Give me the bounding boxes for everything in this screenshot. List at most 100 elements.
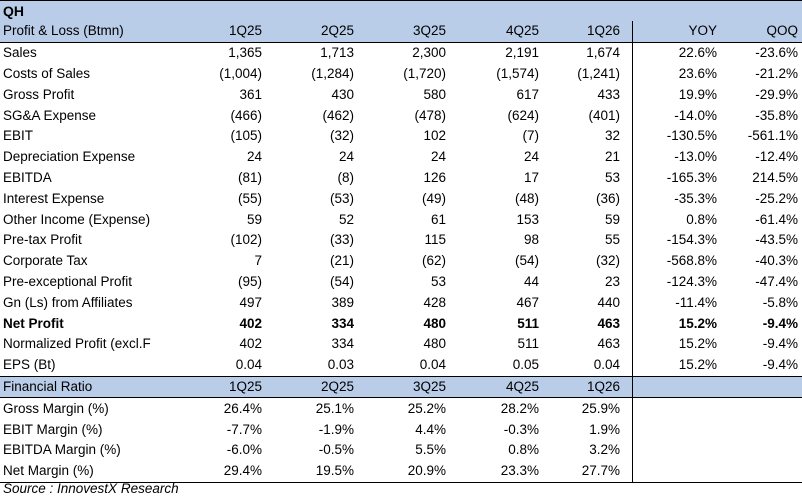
ratio-value: -0.3% — [503, 421, 539, 437]
row-value: (55) — [237, 190, 262, 206]
ratio-value: 20.9% — [358, 460, 450, 483]
table-row: Normalized Profit (excl.F 402 334 480 511 463… — [0, 333, 802, 355]
row-value: 1,365 — [228, 45, 262, 61]
header-row: Profit & Loss (Btmn) 1Q25 2Q25 3Q25 4Q25… — [0, 21, 802, 43]
ratio-row: Gross Margin (%) 26.4% 25.1% 25.2% 28.2% 25.9… — [0, 397, 802, 420]
ratio-value: 25.2% — [407, 400, 446, 416]
table-row: Other Income (Expense) 59 52 61 153 59 0.8% -61… — [0, 209, 802, 230]
row-value: 0.03 — [327, 357, 354, 373]
row-value: (462) — [322, 107, 354, 123]
table-body: QH Profit & Loss (Btmn) 1Q25 2Q25 3Q25 4… — [0, 0, 802, 483]
row-yoy: 0.8% — [686, 211, 717, 227]
header-3q25: 3Q25 — [358, 21, 450, 43]
row-value: (478) — [414, 107, 446, 123]
ratio-divider — [624, 460, 633, 483]
row-value: (401) — [588, 107, 620, 123]
ratio-header-period: 3Q25 — [358, 375, 450, 399]
row-value: 0.05 — [512, 357, 539, 373]
row-value: 440 — [597, 294, 620, 310]
row-value: 24 — [338, 149, 354, 165]
row-qoq: -23.6% — [755, 45, 799, 61]
ratio-blank — [632, 460, 721, 483]
row-value: 59 — [246, 211, 262, 227]
ratio-value: 0.8% — [508, 442, 539, 458]
row-divider — [624, 105, 633, 126]
row-value: (54) — [514, 253, 539, 269]
row-value: 361 — [239, 86, 262, 102]
table-row: Sales 1,365 1,713 2,300 2,191 1,674 22.6% -23.6… — [0, 42, 802, 64]
ratio-blank — [632, 440, 721, 461]
row-label: Interest Expense — [3, 190, 105, 206]
row-label: Sales — [3, 45, 37, 61]
row-value: 24 — [246, 149, 262, 165]
row-value: 1,713 — [320, 45, 354, 61]
ratio-header-blank — [721, 375, 802, 399]
row-yoy: -35.3% — [674, 190, 717, 206]
row-value: 511 — [517, 315, 539, 331]
row-value: 21 — [604, 149, 620, 165]
ratio-value: 29.4% — [176, 460, 266, 483]
row-value: (466) — [230, 107, 262, 123]
row-value: (54) — [329, 273, 354, 289]
ratio-value: -6.0% — [226, 442, 262, 458]
row-value: (102) — [230, 232, 262, 248]
row-qoq: -61.4% — [755, 211, 799, 227]
row-value: (36) — [595, 190, 620, 206]
ratio-divider — [624, 419, 633, 440]
row-yoy: 23.6% — [678, 65, 717, 81]
row-value: 17 — [523, 169, 539, 185]
row-yoy: -165.3% — [666, 169, 717, 185]
row-label: Gn (Ls) from Affiliates — [3, 294, 133, 310]
row-label: Normalized Profit (excl.F — [3, 336, 151, 352]
row-value: (1,004) — [219, 65, 262, 81]
row-value: (62) — [421, 253, 446, 269]
row-value: 463 — [597, 336, 620, 352]
table-row: Pre-exceptional Profit (95) (54) 53 44 23 -124… — [0, 271, 802, 293]
row-label: Net Profit — [3, 315, 64, 331]
ratio-value: 19.5% — [266, 460, 358, 483]
row-value: (33) — [329, 232, 354, 248]
ratio-value: 5.5% — [415, 442, 446, 458]
row-label: Pre-exceptional Profit — [3, 273, 133, 289]
row-value: (32) — [329, 128, 354, 144]
row-value: 24 — [523, 149, 539, 165]
row-value: 115 — [424, 232, 446, 248]
row-yoy: 19.9% — [678, 86, 717, 102]
row-divider — [624, 333, 633, 355]
table-row: Gn (Ls) from Affiliates 497 389 428 467 440 -1… — [0, 292, 802, 314]
row-divider — [624, 313, 633, 334]
header-4q25: 4Q25 — [450, 21, 543, 43]
row-divider — [624, 84, 633, 106]
ratio-value: 27.7% — [543, 460, 624, 483]
row-divider — [624, 167, 633, 189]
row-value: (48) — [514, 190, 539, 206]
row-qoq: -40.3% — [755, 253, 799, 269]
ratio-divider — [624, 439, 633, 461]
row-divider — [624, 125, 633, 147]
row-qoq: -35.8% — [755, 107, 799, 123]
row-qoq: -25.2% — [755, 190, 799, 206]
row-value: 389 — [331, 294, 354, 310]
row-value: 467 — [516, 294, 539, 310]
row-value: 334 — [331, 336, 354, 352]
row-qoq: -561.1% — [747, 128, 799, 144]
row-divider — [624, 292, 633, 314]
row-value: (81) — [237, 169, 262, 185]
row-value: (49) — [421, 190, 446, 206]
ratio-value: 3.2% — [589, 442, 620, 458]
row-divider — [624, 146, 633, 168]
header-1q26: 1Q26 — [543, 21, 624, 43]
ratio-value: 25.9% — [581, 400, 620, 416]
row-value: 402 — [239, 336, 262, 352]
row-value: 59 — [604, 211, 620, 227]
row-value: (1,720) — [403, 65, 446, 81]
ratio-label: Net Margin (%) — [0, 460, 176, 483]
row-value: (1,284) — [311, 65, 354, 81]
ratio-value: 26.4% — [223, 400, 262, 416]
ratio-label: EBIT Margin (%) — [3, 421, 103, 437]
row-label: EPS (Bt) — [3, 357, 56, 373]
table-row: Gross Profit 361 430 580 617 433 19.9% -29.9% — [0, 84, 802, 106]
row-label: Pre-tax Profit — [3, 232, 82, 248]
row-value: 617 — [516, 86, 539, 102]
row-value: (105) — [230, 128, 262, 144]
